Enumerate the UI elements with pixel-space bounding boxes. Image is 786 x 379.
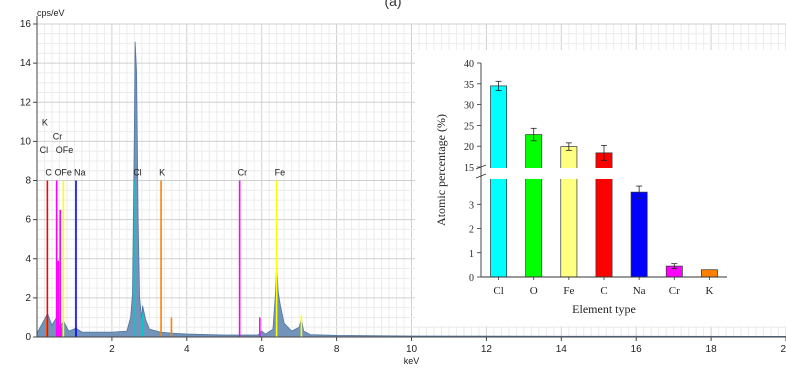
x-tick-label: 6 (259, 344, 265, 355)
element-line-label: O (55, 168, 62, 178)
inset-x-axis-label: Element type (572, 302, 636, 316)
x-tick-label: O (530, 285, 538, 297)
element-stack-label: OFe (56, 145, 74, 155)
element-line-label: Na (74, 168, 86, 178)
x-tick-label: Cl (493, 285, 503, 297)
x-tick-label: K (705, 285, 713, 297)
axis-break-band (475, 168, 729, 179)
y-tick-label: 20 (464, 142, 474, 153)
bar (700, 269, 718, 278)
inset-bar-chart: Cl O Fe C Na Cr K 0 1 2 3 15 20 25 30 35 40 Element type A… (415, 50, 786, 326)
x-tick-label: Cr (669, 285, 680, 297)
bar (560, 146, 578, 278)
inset-y-axis-label: Atomic percentage (%) (434, 114, 448, 226)
bar (630, 191, 648, 278)
y-tick-label: 2 (469, 225, 474, 236)
element-line-label: Cr (238, 168, 248, 178)
y-tick-label: 0 (25, 332, 31, 343)
element-stack-label: Cl (40, 145, 49, 155)
x-tick-label: 18 (706, 344, 718, 355)
x-tick-label: 16 (631, 344, 643, 355)
element-line-label: C (45, 168, 52, 178)
element-stack-label: K (42, 118, 48, 128)
y-axis-label: cps/eV (37, 8, 65, 18)
y-tick-label: 0 (469, 273, 474, 284)
x-tick-label: 2 (109, 344, 115, 355)
y-tick-label: 6 (25, 215, 31, 226)
y-tick-label: 8 (25, 176, 31, 187)
y-tick-label: 16 (20, 19, 32, 30)
figure-label-partial: (a) (384, 0, 401, 9)
y-tick-label: 40 (464, 59, 474, 70)
bar (490, 85, 508, 278)
x-axis-label: keV (404, 356, 420, 366)
y-tick-label: 15 (464, 163, 474, 174)
x-tick-label: 4 (184, 344, 190, 355)
y-tick-label: 1 (469, 249, 474, 260)
x-tick-label: Fe (563, 285, 574, 297)
element-line-label: Fe (275, 168, 286, 178)
element-line-label: Cl (133, 168, 142, 178)
y-tick-label: 2 (25, 293, 31, 304)
bar (525, 134, 543, 278)
x-tick-label: 12 (481, 344, 493, 355)
y-tick-label: 14 (20, 58, 32, 69)
element-line-label: Fe (61, 168, 72, 178)
x-tick-label: 14 (556, 344, 568, 355)
element-stack-label: Cr (53, 131, 63, 141)
x-tick-label: 10 (406, 344, 418, 355)
x-tick-label: C (600, 285, 607, 297)
element-line-label: K (159, 168, 165, 178)
y-tick-label: 3 (469, 200, 474, 211)
x-tick-label: 8 (334, 344, 340, 355)
y-tick-label: 12 (20, 97, 32, 108)
axis-break-mark (475, 173, 487, 179)
x-tick-label: Na (633, 285, 646, 297)
y-tick-label: 30 (464, 101, 474, 112)
y-tick-label: 10 (20, 136, 32, 147)
x-tick-label: 2 (780, 344, 786, 355)
y-tick-label: 35 (464, 80, 474, 91)
y-tick-label: 25 (464, 121, 474, 132)
y-tick-label: 4 (25, 254, 31, 265)
